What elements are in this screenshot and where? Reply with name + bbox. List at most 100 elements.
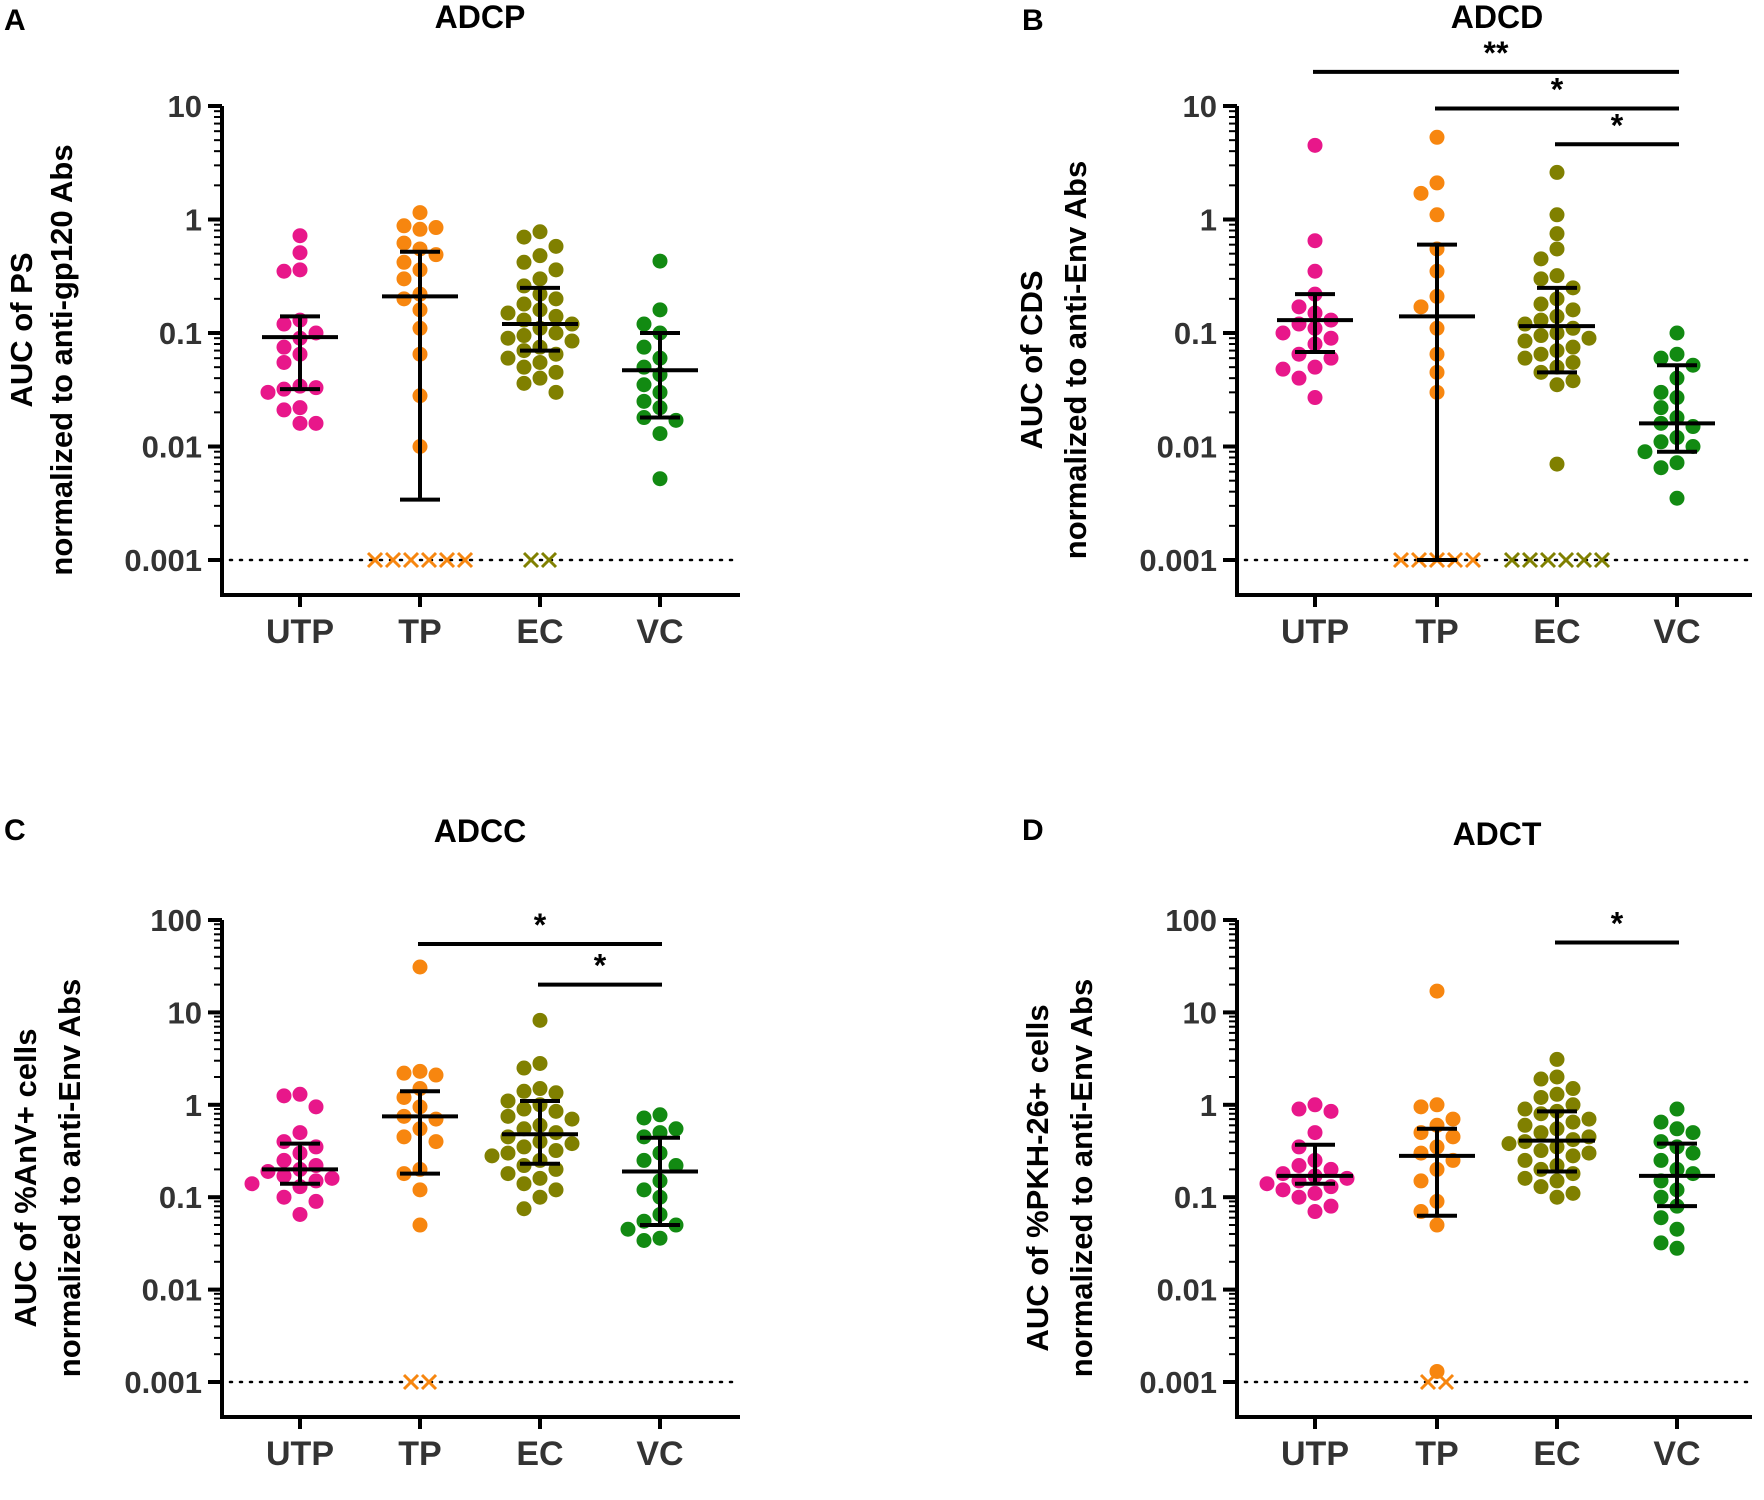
x-tick-label: VC [1653,613,1700,651]
data-point-ec [1549,226,1565,242]
data-point-vc [652,1230,668,1246]
data-point-vc [1685,1145,1701,1161]
undetected-x-stroke [420,551,438,569]
data-point-utp [1291,1189,1307,1205]
data-point-tp [1429,1217,1445,1233]
data-point-utp [292,262,308,278]
panel-d-ylabel-line1: AUC of %PKH-26+ cells [1020,1004,1055,1351]
data-point-ec [532,1170,548,1186]
data-point-ec [1533,1161,1549,1177]
data-point-vc [1653,434,1669,450]
data-point-ec [500,1166,516,1182]
panel-c-ylabel-line2: normalized to anti-Env Abs [52,979,87,1377]
undetected-x-stroke [1539,551,1557,569]
data-point-ec [1533,1125,1549,1141]
data-point-tp [1429,175,1445,191]
data-point-utp [244,1176,260,1192]
undetected-marker-ec [522,551,540,569]
data-point-utp [1259,1176,1275,1192]
data-point-ec [548,1085,564,1101]
data-point-tp [428,1134,444,1150]
data-point-ec [516,1060,532,1076]
data-point-utp [1291,1101,1307,1117]
data-point-vc [1685,1125,1701,1141]
undetected-x-stroke [366,551,384,569]
x-tick-label: TP [1415,1435,1458,1473]
x-tick-label: EC [516,1435,563,1473]
data-point-ec [1549,207,1565,223]
data-point-ec [1533,1179,1549,1195]
data-point-tp [428,1067,444,1083]
data-point-ec [1565,373,1581,389]
data-point-utp [260,1163,276,1179]
data-point-utp [292,1125,308,1141]
data-point-ec [1549,241,1565,257]
data-point-tp [428,1111,444,1127]
data-point-ec [1517,1117,1533,1133]
data-point-tp [428,247,444,263]
y-tick-label: 0.01 [142,1273,202,1308]
y-tick-label: 100 [150,903,202,938]
data-point-vc [1669,325,1685,341]
data-point-utp [308,415,324,431]
undetected-marker-tp [1437,1373,1455,1391]
data-point-vc [652,302,668,318]
undetected-marker-tp [420,551,438,569]
x-tick-label: VC [1653,1435,1700,1473]
data-point-utp [308,1193,324,1209]
data-point-ec [1517,1101,1533,1117]
data-point-ec [1517,316,1533,332]
undetected-x-stroke [1575,551,1593,569]
y-tick-label: 0.1 [1174,316,1217,351]
data-point-vc [1653,460,1669,476]
data-point-ec [1533,328,1549,344]
data-point-utp [260,384,276,400]
undetected-marker-ec [1539,551,1557,569]
undetected-x-stroke [1557,551,1575,569]
data-point-utp [276,1152,292,1168]
data-point-utp [276,263,292,279]
data-point-ec [548,238,564,254]
data-point-ec [1565,1148,1581,1164]
data-point-vc [1685,419,1701,435]
data-point-ec [532,1055,548,1071]
data-point-vc [636,1152,652,1168]
undetected-marker-tp [1392,551,1410,569]
data-point-utp [276,402,292,418]
data-point-ec [1517,1170,1533,1186]
data-point-ec [1533,1143,1549,1159]
data-point-vc [1653,1152,1669,1168]
y-tick-label: 10 [1183,89,1217,124]
data-point-vc [1653,1134,1669,1150]
y-tick-label: 0.1 [159,316,202,351]
data-point-ec [532,370,548,386]
data-point-ec [500,305,516,321]
data-point-ec [1581,1145,1597,1161]
data-point-utp [292,1086,308,1102]
y-tick-label: 1 [1200,1088,1217,1123]
data-point-tp [1445,1111,1461,1127]
data-point-vc [1669,1221,1685,1237]
data-point-utp [1307,263,1323,279]
data-point-ec [532,271,548,287]
data-point-ec [516,229,532,245]
undetected-x-stroke [420,1373,438,1391]
data-point-ec [1517,333,1533,349]
undetected-x-stroke [384,551,402,569]
data-point-utp [1275,325,1291,341]
data-point-ec [1581,330,1597,346]
data-point-ec [532,1012,548,1028]
data-point-ec [1565,1166,1581,1182]
panel-d-ylabel-line2: normalized to anti-Env Abs [1064,979,1099,1377]
undetected-marker-tp [1419,1373,1437,1391]
undetected-x-stroke [456,551,474,569]
y-tick-label: 1 [1200,203,1217,238]
panel-a-plot: 10 1 0.1 0.01 0.001 UTP TP EC VC [124,89,740,651]
y-tick-label: 10 [1183,995,1217,1030]
y-tick-label: 0.001 [124,543,202,578]
data-point-ec [1533,251,1549,267]
undetected-x-stroke [1392,551,1410,569]
data-point-ec [1517,1152,1533,1168]
